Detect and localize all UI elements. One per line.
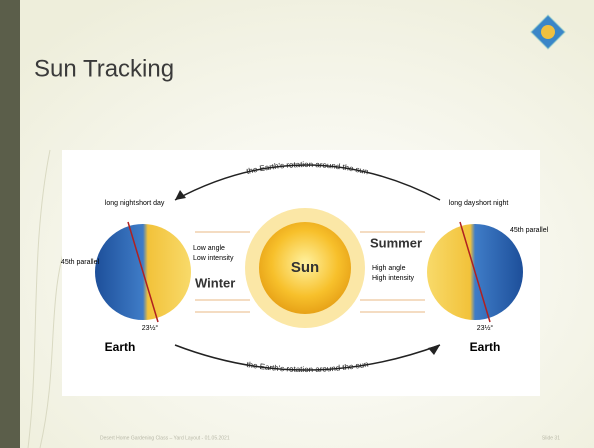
label: 45th parallel: [510, 227, 549, 234]
sun-label: Sun: [291, 259, 319, 276]
diagram: the Earth's rotation around the sun the …: [61, 150, 549, 396]
season-label: Summer: [370, 235, 422, 250]
label: High intensity: [372, 275, 415, 282]
label: Low intensity: [193, 255, 234, 262]
slide-title: Sun Tracking: [34, 55, 174, 82]
side-band: [0, 0, 20, 448]
label: 23½°: [477, 324, 494, 332]
label: short night: [476, 200, 509, 207]
slide-number: Slide 31: [542, 435, 560, 441]
label: 45th parallel: [61, 259, 100, 266]
earth-label: Earth: [470, 340, 501, 354]
label: short day: [136, 200, 165, 207]
footer: Desert Home Gardening Class – Yard Layou…: [100, 435, 230, 441]
label: long night: [105, 200, 135, 207]
slide: Sun Tracking the Earth's rotation around…: [0, 0, 594, 448]
earth-label: Earth: [105, 340, 136, 354]
label: 23½°: [142, 324, 159, 332]
label: High angle: [372, 265, 406, 272]
page: {"slide": {"title": "Sun Tracking", "foo…: [0, 0, 594, 448]
label: Low angle: [193, 245, 225, 252]
label: long day: [449, 200, 476, 207]
season-label: Winter: [195, 275, 235, 290]
